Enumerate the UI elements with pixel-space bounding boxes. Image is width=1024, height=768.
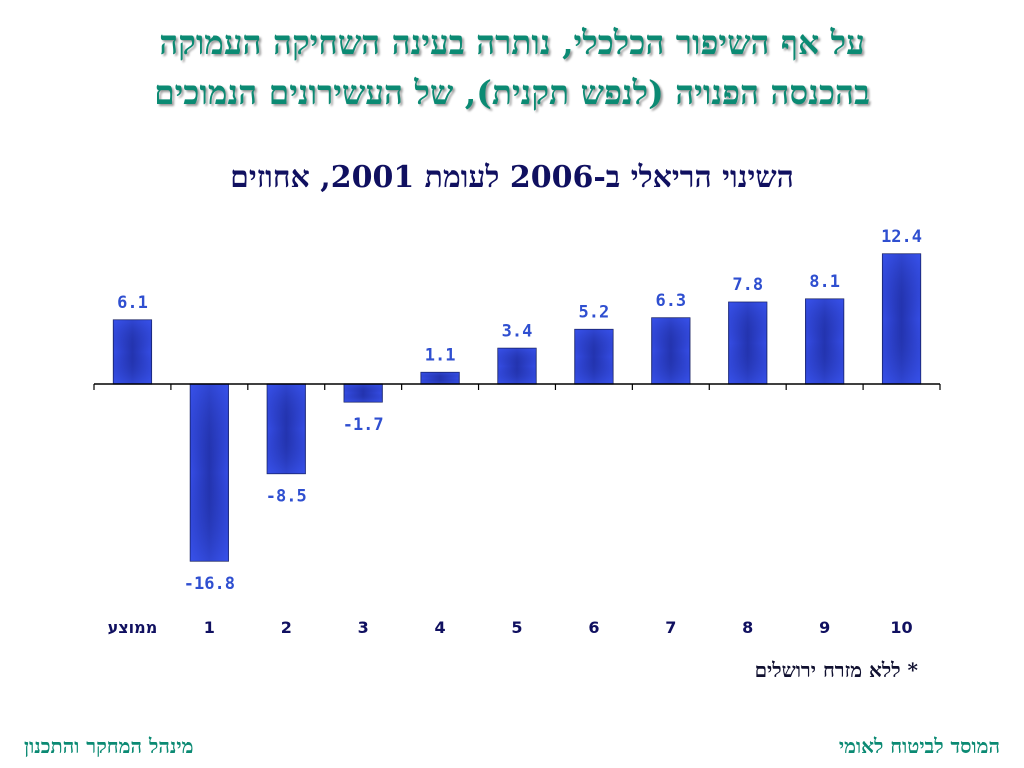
bar-8	[651, 317, 691, 385]
tick-label: ממוצע	[108, 618, 158, 637]
bar-4	[343, 383, 383, 403]
data-labels: 6.1 -16.8 -8.5 -1.7 1.1 3.4 5.2 6.3 7.8 8.1 12.4	[117, 227, 922, 594]
data-label: 6.1	[117, 293, 148, 313]
bar-9	[728, 301, 768, 385]
bar-1	[112, 319, 153, 385]
footnote: * ללא מזרח ירושלים	[754, 658, 918, 682]
data-label: -16.8	[184, 574, 235, 594]
bar-2	[189, 383, 229, 562]
chart-title: השינוי הריאלי ב-2006 לעומת 2001, אחוזים	[230, 160, 794, 195]
tick-label: 4	[435, 618, 446, 637]
tick-label: 3	[358, 618, 369, 637]
data-label: 6.3	[655, 291, 686, 311]
tick-label: 7	[665, 618, 676, 637]
bar-6	[497, 347, 537, 385]
bar-3	[266, 383, 306, 475]
data-label: -1.7	[343, 415, 384, 435]
data-label: 12.4	[881, 227, 922, 247]
bar-7	[574, 328, 614, 385]
bar-11	[881, 253, 922, 385]
tick-label: 10	[890, 618, 912, 637]
data-label: -8.5	[266, 487, 307, 507]
tick-label: 5	[511, 618, 522, 637]
tick-label: 6	[588, 618, 599, 637]
headline-line-2: בהכנסה הפנויה (לנפש תקנית), של העשירונים…	[154, 73, 870, 112]
headline-line-1: על אף השיפור הכלכלי, נותרה בעינה השחיקה …	[159, 23, 865, 62]
data-label: 1.1	[425, 345, 456, 365]
x-axis	[93, 383, 941, 390]
bar-10	[805, 298, 845, 385]
data-label: 8.1	[809, 272, 840, 292]
bar-5	[420, 371, 460, 385]
tick-label: 1	[204, 618, 215, 637]
tick-labels: ממוצע 1 2 3 4 5 6 7 8 9 10	[108, 618, 913, 637]
tick-label: 2	[281, 618, 292, 637]
footer-research-dept: מינהל המחקר והתכנון	[24, 734, 194, 758]
bars-layer	[112, 253, 922, 562]
tick-label: 9	[819, 618, 830, 637]
tick-label: 8	[742, 618, 753, 637]
data-label: 3.4	[502, 321, 533, 341]
headline: על אף השיפור הכלכלי, נותרה בעינה השחיקה …	[0, 18, 1024, 118]
data-label: 5.2	[579, 302, 610, 322]
data-label: 7.8	[732, 275, 763, 295]
footer-institute-name: המוסד לביטוח לאומי	[838, 734, 1000, 758]
